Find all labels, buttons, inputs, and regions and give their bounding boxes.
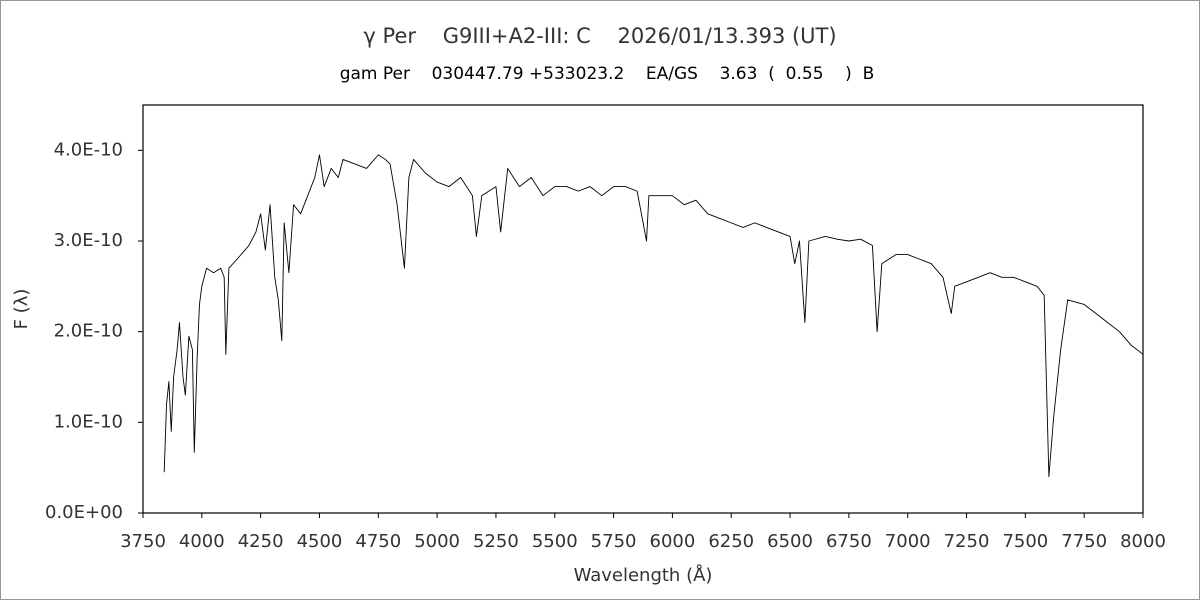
x-tick-label: 7250 — [944, 531, 990, 552]
x-tick-label: 4750 — [355, 531, 401, 552]
y-tick-label: 3.0E-10 — [54, 230, 123, 251]
x-tick-label: 5750 — [591, 531, 637, 552]
y-tick-label: 4.0E-10 — [54, 139, 123, 160]
x-tick-label: 4500 — [297, 531, 343, 552]
x-tick-label: 6250 — [708, 531, 754, 552]
x-tick-label: 5000 — [414, 531, 460, 552]
chart-title: γ Per G9III+A2-III: C 2026/01/13.393 (UT… — [363, 24, 836, 48]
y-axis-label: F (λ) — [11, 289, 32, 330]
y-tick-label: 2.0E-10 — [54, 321, 123, 342]
x-tick-label: 5250 — [473, 531, 519, 552]
x-tick-label: 4250 — [238, 531, 284, 552]
plot-area — [142, 104, 1144, 514]
x-tick-label: 6750 — [826, 531, 872, 552]
x-axis-label: Wavelength (Å) — [574, 564, 713, 586]
x-tick-label: 8000 — [1120, 531, 1166, 552]
spectrum-line — [163, 154, 1144, 478]
x-tick-label: 6000 — [650, 531, 696, 552]
y-tick-label: 1.0E-10 — [54, 411, 123, 432]
x-tick-label: 7000 — [885, 531, 931, 552]
x-tick-label: 5500 — [532, 531, 578, 552]
x-tick-label: 4000 — [179, 531, 225, 552]
chart-subtitle: gam Per 030447.79 +533023.2 EA/GS 3.63 (… — [340, 64, 875, 84]
x-tick-label: 7500 — [1002, 531, 1048, 552]
x-tick-label: 3750 — [120, 531, 166, 552]
y-tick-label: 0.0E+00 — [45, 502, 123, 523]
x-tick-label: 7750 — [1061, 531, 1107, 552]
x-tick-label: 6500 — [767, 531, 813, 552]
